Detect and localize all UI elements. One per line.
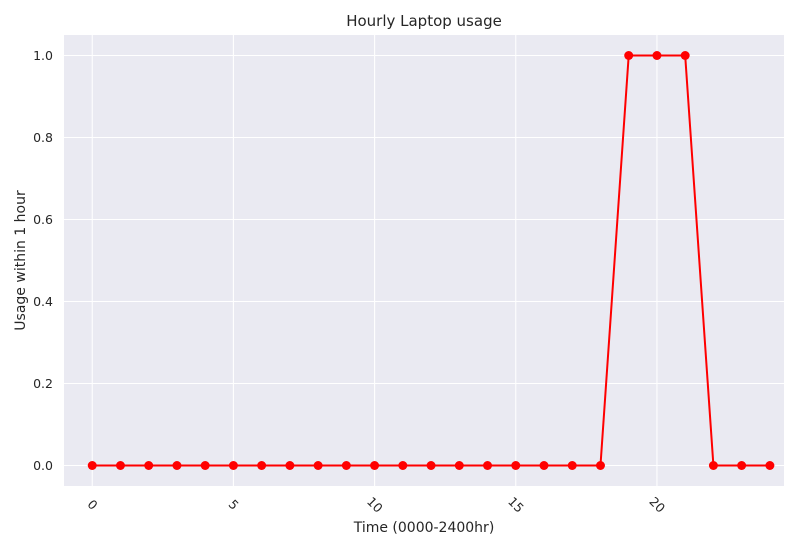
data-point	[539, 461, 549, 470]
data-point	[483, 461, 493, 470]
data-point	[426, 461, 436, 470]
y-tick-label: 0.2	[33, 376, 53, 391]
data-point	[595, 461, 605, 470]
data-point	[398, 461, 408, 470]
data-point	[737, 461, 747, 470]
x-tick-label: 5	[226, 497, 242, 513]
data-point	[257, 461, 267, 470]
data-point	[624, 51, 634, 60]
data-point	[708, 461, 718, 470]
plot-area	[64, 35, 784, 486]
y-axis-label: Usage within 1 hour	[13, 190, 29, 331]
data-point	[341, 461, 351, 470]
data-point	[285, 461, 295, 470]
y-tick-label: 0.8	[33, 130, 53, 145]
data-point	[200, 461, 210, 470]
data-point	[567, 461, 577, 470]
data-point	[454, 461, 464, 470]
data-point	[87, 461, 97, 470]
data-point	[511, 461, 521, 470]
x-tick-label: 10	[364, 494, 386, 516]
data-point	[115, 461, 125, 470]
y-tick-label: 1.0	[33, 48, 53, 63]
y-tick-label: 0.6	[33, 212, 53, 227]
data-point	[172, 461, 182, 470]
x-tick-label: 15	[505, 494, 527, 516]
y-tick-label: 0.4	[33, 294, 53, 309]
data-point	[680, 51, 690, 60]
data-point	[370, 461, 380, 470]
data-point	[765, 461, 775, 470]
data-point	[313, 461, 323, 470]
x-tick-label: 0	[84, 497, 100, 513]
chart-title: Hourly Laptop usage	[346, 12, 502, 30]
data-point	[144, 461, 154, 470]
y-tick-label: 0.0	[33, 458, 53, 473]
data-point	[228, 461, 238, 470]
series-layer	[87, 51, 775, 470]
x-axis-label: Time (0000-2400hr)	[353, 520, 495, 536]
x-tick-label: 20	[646, 494, 668, 516]
data-point	[652, 51, 662, 60]
